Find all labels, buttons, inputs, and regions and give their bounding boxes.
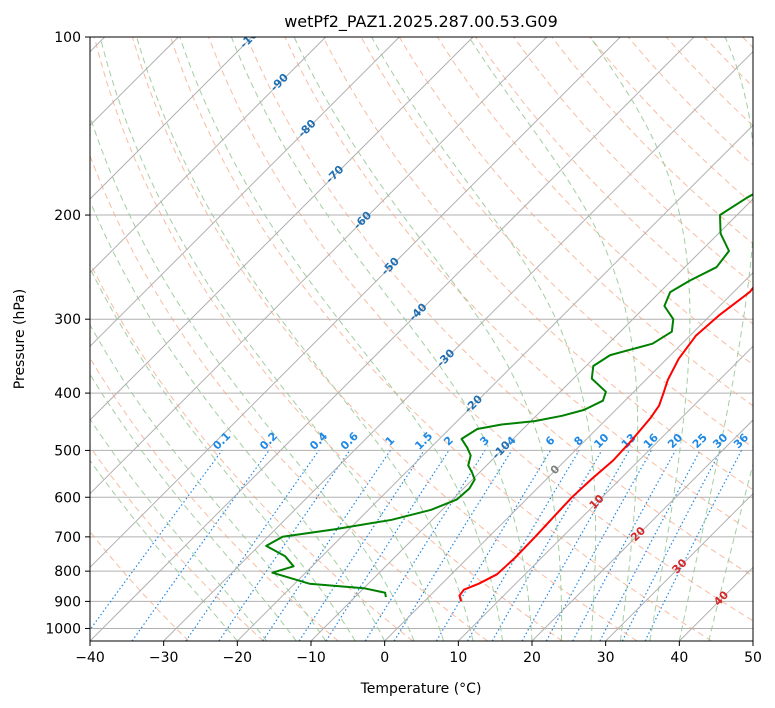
moist-adiabat-line [468,37,639,641]
mixing-ratio-line [218,450,351,641]
dry-adiabat-line [322,37,753,491]
isotherm-line [90,37,548,495]
isotherm-line [236,124,753,641]
x-tick-label: 30 [597,650,615,666]
x-tick-label: −10 [296,650,326,666]
plot-area: -100-90-80-70-60-50-40-30-20-10010203040… [90,37,753,641]
y-axis-label: Pressure (hPa) [12,289,28,389]
mixing-ratio-line [621,450,722,641]
temperature-trace [458,286,753,602]
moist-adiabat-line [90,114,415,641]
mixing-ratio-line [325,450,450,641]
isotherm-line [457,345,753,641]
x-tick-label: 40 [670,650,688,666]
moist-adiabat-line [708,462,753,641]
mixing-ratio-line [185,450,320,641]
dry-adiabats [90,37,753,641]
y-tick-label: 1000 [45,621,81,637]
isotherm-line [384,271,753,641]
moist-adiabat-line [90,459,238,641]
dry-adiabat-line [93,37,563,641]
dry-adiabat-line [90,445,264,641]
chart-title: wetPf2_PAZ1.2025.287.00.53.G09 [284,12,558,32]
moist-adiabat-line [230,37,533,641]
isotherm-line [90,37,327,274]
moist-adiabat-line [90,200,386,641]
y-axis-ticks: 100 200 300 400 500 600 700 800 900 1000 [45,30,90,637]
mixing-ratio-line [644,450,743,641]
mixing-ratio-line [262,450,391,641]
y-tick-label: 800 [54,564,81,580]
isotherm-line [90,37,253,200]
mixing-ratio-line [521,450,630,641]
mixing-ratio-line [298,450,425,641]
mixing-ratio-line [572,450,677,641]
moist-adiabat-line [179,37,503,641]
moist-adiabat-line [371,37,597,641]
y-tick-label: 600 [54,490,81,506]
isotherm-line [531,419,753,641]
y-tick-label: 100 [54,30,81,46]
x-tick-label: 50 [744,650,762,666]
x-tick-label: −20 [223,650,253,666]
moist-adiabat-line [293,37,563,641]
moist-adiabat-line [90,323,327,641]
y-tick-label: 500 [54,443,81,459]
dry-adiabat-line [170,37,712,641]
x-tick-label: −40 [75,650,105,666]
moist-adiabat-line [90,267,356,641]
x-tick-label: 0 [380,650,389,666]
y-tick-label: 200 [54,208,81,224]
dry-adiabat-line [90,357,339,641]
isotherms [90,37,753,641]
moist-adiabats [90,37,753,641]
mixing-ratio-line [90,450,223,631]
y-tick-label: 700 [54,530,81,546]
x-tick-label: 20 [523,650,541,666]
x-tick-label: −30 [149,650,179,666]
isotherm-line [163,50,753,641]
moist-adiabat-line [678,37,753,641]
isotherm-line [310,198,753,641]
isotherm-line [90,37,621,569]
dry-adiabat-line [208,37,753,622]
pressure-gridlines [90,37,753,629]
x-axis-ticks: −40 −30 −20 −10 0 10 20 30 40 50 [75,641,762,666]
isotherm-line [90,37,474,421]
dry-adiabat-line [246,37,753,577]
moist-adiabat-line [136,37,474,641]
dry-adiabat-line [131,37,638,641]
y-tick-label: 900 [54,594,81,610]
isotherm-line [90,37,695,641]
x-axis-label: Temperature (°C) [360,681,482,697]
isotherm-line [90,37,400,348]
sounding-traces [265,193,753,602]
y-tick-label: 300 [54,312,81,328]
isotherm-line [605,492,753,641]
dry-adiabat-line [513,37,753,285]
x-tick-label: 10 [449,650,467,666]
moist-adiabat-line [90,373,297,641]
dry-adiabat-line [475,37,753,325]
moist-adiabat-line [90,418,268,641]
dry-adiabat-line [284,37,753,534]
dewpoint-trace [265,193,753,598]
mixing-ratio-line [393,450,513,641]
y-tick-label: 400 [54,386,81,402]
mixing-ratio-line [545,450,652,641]
plot-frame [89,36,754,642]
moist-adiabat-line [99,37,445,641]
dry-adiabat-line [90,261,414,641]
